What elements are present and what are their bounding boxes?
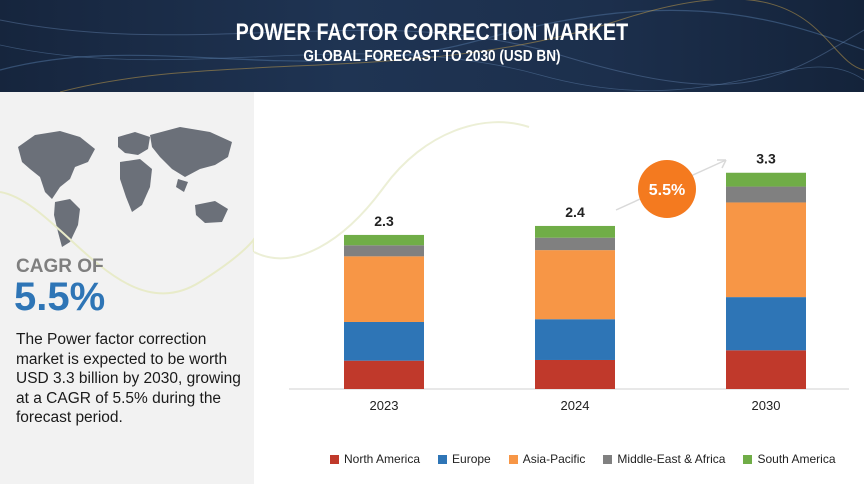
x-tick-label-2023: 2023 <box>370 398 399 413</box>
total-label-2023: 2.3 <box>374 213 394 229</box>
background-curve <box>254 121 530 260</box>
total-label-2024: 2.4 <box>565 204 585 220</box>
bar-segment-2024-3 <box>535 237 615 251</box>
cagr-bubble <box>638 160 696 218</box>
bar-segment-2023-1 <box>344 321 424 361</box>
legend-item-1: Europe <box>438 452 491 466</box>
legend-label: Middle-East & Africa <box>617 452 726 466</box>
chart-title: POWER FACTOR CORRECTION MARKET <box>235 19 629 46</box>
bar-segment-2024-0 <box>535 359 615 389</box>
header-banner: POWER FACTOR CORRECTION MARKET GLOBAL FO… <box>0 0 864 92</box>
summary-description: The Power factor correction market is ex… <box>16 331 241 426</box>
trend-arrow-head <box>717 159 727 169</box>
bar-segment-2023-0 <box>344 360 424 389</box>
bar-segment-2030-0 <box>726 350 806 389</box>
x-tick-label-2024: 2024 <box>561 398 590 413</box>
legend-label: Asia-Pacific <box>522 452 586 466</box>
summary-panel <box>0 92 254 484</box>
bar-segment-2024-4 <box>535 225 615 238</box>
world-map-icon <box>18 127 232 247</box>
cagr-bubble-label: 5.5% <box>649 182 685 199</box>
trend-curve-decoration <box>0 191 254 295</box>
bar-segment-2030-4 <box>726 172 806 187</box>
x-tick-label-2030: 2030 <box>752 398 781 413</box>
cagr-label: CAGR OF <box>16 256 104 277</box>
legend-swatch <box>438 454 448 464</box>
legend-swatch <box>743 454 753 464</box>
legend-item-4: South America <box>743 452 836 466</box>
legend-item-0: North America <box>330 452 420 466</box>
bar-segment-2023-3 <box>344 245 424 257</box>
bar-segment-2023-4 <box>344 234 424 246</box>
header-decoration <box>0 0 864 92</box>
legend-swatch <box>508 454 518 464</box>
bar-segment-2024-2 <box>535 250 615 320</box>
stacked-bar-chart: 2.3 2023 2.4 2024 3.3 2030 5.5% <box>254 121 849 413</box>
legend-label: South America <box>757 452 836 466</box>
chart-legend: North America Europe Asia-Pacific Middle-Ea… <box>330 452 836 466</box>
total-label-2030: 3.3 <box>756 151 776 167</box>
legend-swatch <box>330 454 339 464</box>
legend-swatch <box>603 454 613 464</box>
legend-label: Europe <box>452 452 491 466</box>
bar-segment-2024-1 <box>535 319 615 360</box>
chart-subtitle: GLOBAL FORECAST TO 2030 (USD BN) <box>303 48 561 65</box>
bar-segment-2030-1 <box>726 297 806 351</box>
cagr-value: 5.5% <box>14 275 106 319</box>
legend-item-3: Middle-East & Africa <box>603 452 725 466</box>
legend-item-2: Asia-Pacific <box>508 452 586 466</box>
bar-segment-2030-3 <box>726 186 806 203</box>
bar-segment-2030-2 <box>726 202 806 298</box>
bar-segment-2023-2 <box>344 256 424 322</box>
legend-label: North America <box>344 452 421 466</box>
